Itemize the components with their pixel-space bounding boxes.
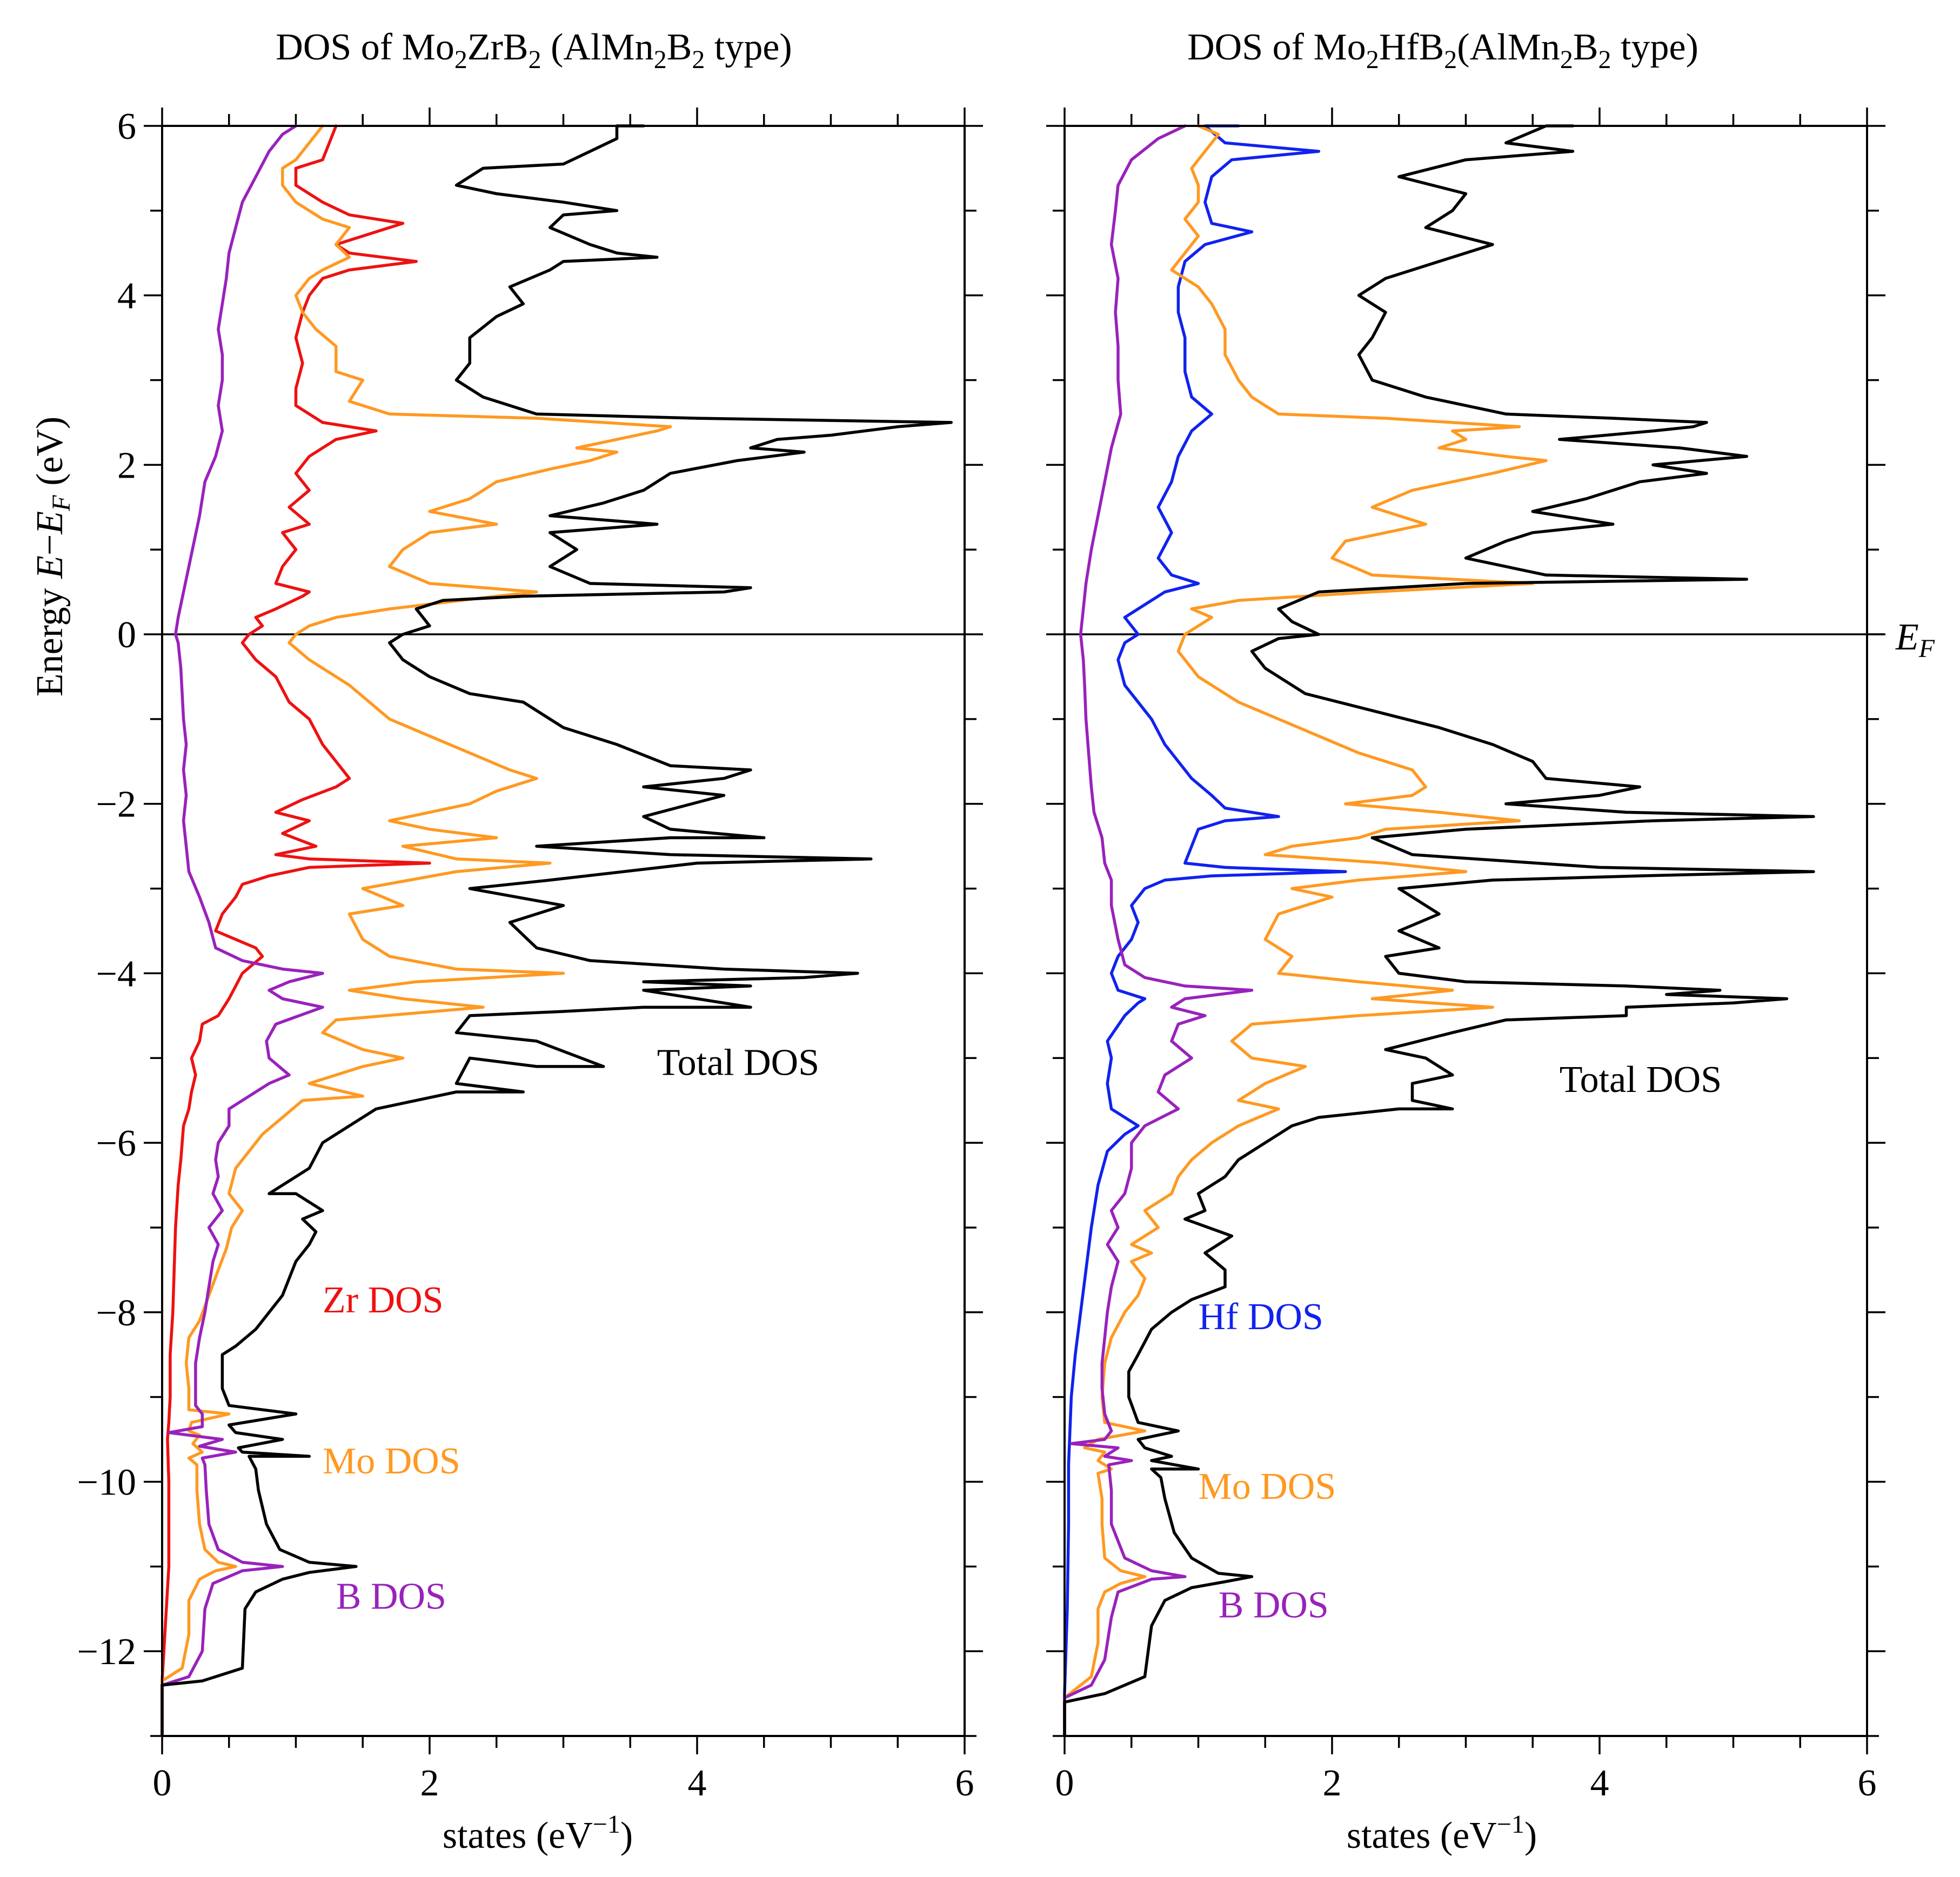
plot-area-hf <box>1063 124 1883 1738</box>
plot-area-zr <box>160 124 965 1738</box>
y-axis-label: Energy E−EF (eV) <box>29 417 76 696</box>
x-tick-label: 0 <box>1055 1762 1074 1804</box>
axis-ticks-hf: 0 2 4 6 <box>1046 108 1885 1804</box>
y-tick-label: 0 <box>117 614 136 656</box>
x-tick-label: 6 <box>955 1762 974 1804</box>
x-axis-label-hf: states (eV−1) <box>1347 1810 1537 1856</box>
x-tick-label: 2 <box>420 1762 439 1804</box>
series-line-b-dos <box>1063 124 1254 1738</box>
series-line-total-dos <box>160 124 953 1738</box>
y-tick-label: 4 <box>117 276 136 317</box>
y-tick-label: −8 <box>96 1292 136 1334</box>
panel-hf: DOS of Mo2HfB2(AlMn2B2 type) 0 2 4 6 Total … <box>1046 26 1935 1856</box>
x-axis-label-zr: states (eV−1) <box>443 1810 633 1856</box>
y-tick-label: −10 <box>77 1462 136 1503</box>
panel-title-hf: DOS of Mo2HfB2(AlMn2B2 type) <box>1187 26 1698 74</box>
curve-labels-hf: Total DOS Hf DOS Mo DOS B DOS <box>1199 1059 1722 1626</box>
x-tick-label: 0 <box>153 1762 172 1804</box>
series-label-hf-dos: Hf DOS <box>1199 1296 1323 1338</box>
series-line-zr-dos <box>160 124 431 1738</box>
y-tick-label: −4 <box>96 953 136 995</box>
y-tick-label: −6 <box>96 1123 136 1164</box>
panel-zr: DOS of Mo2ZrB2 (AlMn2B2 type) 6 4 2 0 −2 −4 −6… <box>29 26 983 1856</box>
y-tick-label: 2 <box>117 445 136 486</box>
panel-title-zr: DOS of Mo2ZrB2 (AlMn2B2 type) <box>276 26 792 74</box>
x-tick-label: 4 <box>688 1762 707 1804</box>
x-tick-label: 2 <box>1323 1762 1342 1804</box>
series-label-mo-dos: Mo DOS <box>323 1440 460 1482</box>
series-label-total-dos: Total DOS <box>657 1042 819 1084</box>
series-line-mo-dos <box>160 124 672 1738</box>
series-line-b-dos <box>160 124 324 1738</box>
plot-frame-hf <box>1063 125 1868 1737</box>
y-tick-label: −12 <box>77 1631 136 1673</box>
fermi-level-label: EF <box>1895 616 1935 663</box>
curve-labels-zr: Total DOS Zr DOS Mo DOS B DOS <box>323 1042 819 1618</box>
series-label-zr-dos: Zr DOS <box>323 1279 444 1321</box>
y-tick-label: 6 <box>117 106 136 148</box>
series-line-hf-dos <box>1063 124 1347 1738</box>
y-tick-label: −2 <box>96 784 136 826</box>
series-line-mo-dos <box>1063 124 1548 1738</box>
series-label-b-dos: B DOS <box>1219 1584 1329 1626</box>
series-label-mo-dos: Mo DOS <box>1199 1466 1336 1507</box>
plot-frame-zr <box>161 125 966 1737</box>
axis-ticks-zr: 6 4 2 0 −2 −4 −6 −8 −10 −12 0 2 4 6 <box>77 106 983 1804</box>
series-label-b-dos: B DOS <box>336 1576 446 1618</box>
series-label-total-dos: Total DOS <box>1560 1059 1722 1101</box>
x-tick-label: 4 <box>1590 1762 1609 1804</box>
x-tick-label: 6 <box>1858 1762 1877 1804</box>
series-line-total-dos <box>1063 124 1815 1738</box>
